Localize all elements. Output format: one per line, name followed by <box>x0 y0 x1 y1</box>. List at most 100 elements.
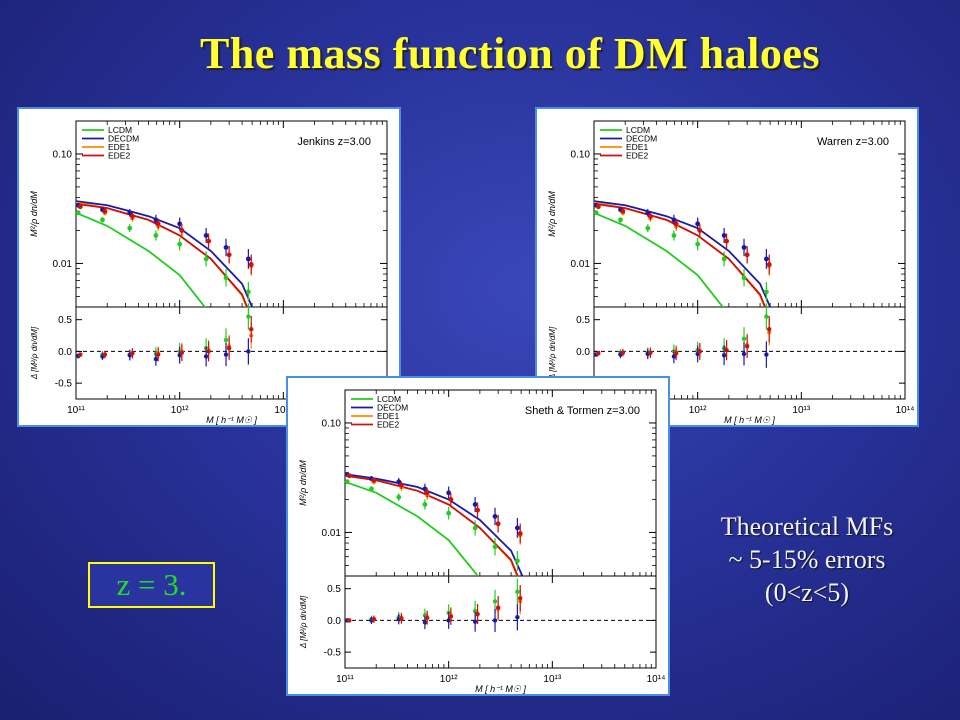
data-point-lcdm <box>763 289 769 295</box>
x-tick-label: 10¹¹ <box>336 674 354 685</box>
residual-point-ede2 <box>697 349 703 354</box>
residual-point-decdm <box>472 619 478 624</box>
y-axis-label-bottom: Δ [M²/ρ dn/dM] <box>548 326 557 380</box>
data-point-lcdm <box>618 217 623 223</box>
data-point-decdm <box>741 245 747 250</box>
residual-point-lcdm <box>472 608 478 614</box>
curve-lcdm <box>594 211 724 307</box>
residual-point-ede2 <box>347 618 352 623</box>
data-point-ede2 <box>179 228 185 233</box>
data-point-lcdm <box>695 241 701 247</box>
data-point-ede2 <box>226 252 232 258</box>
residual-point-ede2 <box>424 615 430 621</box>
residual-point-ede2 <box>475 611 480 617</box>
redshift-box: z = 3. <box>88 562 215 608</box>
legend-label-ede1: EDE1 <box>377 411 399 421</box>
curve-lcdm <box>76 211 206 307</box>
residual-point-ede2 <box>399 616 404 621</box>
data-point-ede2 <box>475 507 480 513</box>
data-point-ede2 <box>424 490 430 496</box>
residual-point-ede2 <box>130 351 135 356</box>
data-point-lcdm <box>514 558 520 564</box>
data-point-ede2 <box>346 473 352 479</box>
x-tick-label: 10¹³ <box>792 405 810 416</box>
y-tick-label: 0.10 <box>322 418 342 429</box>
data-point-ede2 <box>371 477 377 483</box>
x-tick-label: 10¹⁴ <box>647 674 666 685</box>
residual-point-lcdm <box>515 589 520 595</box>
y-tick-label: 0.0 <box>327 616 341 627</box>
residual-point-ede2 <box>518 596 523 601</box>
data-point-lcdm <box>446 510 452 516</box>
y-tick-label: 0.5 <box>576 315 590 326</box>
note-text: Theoretical MFs ~ 5-15% errors (0<z<5) <box>690 510 924 609</box>
y-tick-label: 0.0 <box>576 347 590 358</box>
residual-point-ede2 <box>448 614 454 619</box>
legend-label-decdm: DECDM <box>108 134 139 144</box>
data-point-ede2 <box>399 482 404 488</box>
curve-decdm <box>345 473 524 576</box>
legend-label-lcdm: LCDM <box>377 394 401 404</box>
residual-point-decdm <box>203 354 209 359</box>
residual-point-decdm <box>153 356 159 362</box>
y-axis-label-top: M²/ρ dn/dM <box>298 460 308 506</box>
legend-label-decdm: DECDM <box>626 134 657 144</box>
data-point-lcdm <box>245 289 251 295</box>
data-point-decdm <box>472 502 478 507</box>
data-point-lcdm <box>645 225 651 231</box>
y-axis-label-top: M²/ρ dn/dM <box>29 191 39 237</box>
residual-point-lcdm <box>223 337 229 343</box>
note-line-2: ~ 5-15% errors <box>728 545 886 574</box>
residual-point-ede2 <box>371 616 377 622</box>
curve-ede2 <box>76 203 249 307</box>
data-point-ede2 <box>155 221 161 227</box>
data-point-ede2 <box>102 208 108 214</box>
data-point-ede2 <box>648 213 653 219</box>
y-tick-label: 0.5 <box>58 315 72 326</box>
panel-label: Jenkins z=3.00 <box>297 136 371 148</box>
y-tick-label: 0.01 <box>571 259 591 270</box>
residual-point-ede2 <box>648 350 653 355</box>
data-point-decdm <box>177 221 183 227</box>
x-tick-label: 10¹² <box>689 405 707 416</box>
data-point-lcdm <box>422 502 428 507</box>
legend-label-lcdm: LCDM <box>108 125 132 135</box>
data-point-ede2 <box>448 497 454 502</box>
residual-point-decdm <box>422 620 428 625</box>
residual-point-decdm <box>721 353 727 358</box>
data-point-decdm <box>645 210 651 216</box>
data-point-ede2 <box>595 204 601 210</box>
curves-group <box>345 473 524 576</box>
y-tick-label: 0.01 <box>53 259 73 270</box>
data-point-ede2 <box>130 213 135 219</box>
note-line-1: Theoretical MFs <box>720 512 894 541</box>
residual-point-lcdm <box>741 336 747 341</box>
data-point-decdm <box>203 233 209 238</box>
data-point-lcdm <box>153 233 159 238</box>
data-point-ede2 <box>724 238 729 244</box>
residual-point-ede2 <box>155 352 161 357</box>
data-point-decdm <box>695 221 701 227</box>
residual-point-ede2 <box>179 350 185 355</box>
data-point-decdm <box>721 233 727 238</box>
residual-point-ede2 <box>767 327 772 332</box>
x-tick-label: 10¹¹ <box>67 405 85 416</box>
data-point-decdm <box>245 256 251 262</box>
legend-label-decdm: DECDM <box>377 403 408 413</box>
curve-decdm <box>76 200 254 307</box>
x-tick-label: 10¹² <box>440 674 458 685</box>
x-tick-label: 10¹³ <box>543 674 561 685</box>
data-point-decdm <box>127 210 133 216</box>
data-point-ede2 <box>206 238 211 244</box>
curves-group <box>594 200 772 307</box>
data-point-decdm <box>422 486 428 492</box>
data-point-ede2 <box>744 252 750 258</box>
data-point-lcdm <box>671 233 677 238</box>
residual-point-lcdm <box>492 599 498 604</box>
residual-point-decdm <box>764 352 769 357</box>
note-line-3: (0<z<5) <box>764 578 850 607</box>
data-point-lcdm <box>75 210 81 216</box>
data-point-decdm <box>153 217 159 223</box>
